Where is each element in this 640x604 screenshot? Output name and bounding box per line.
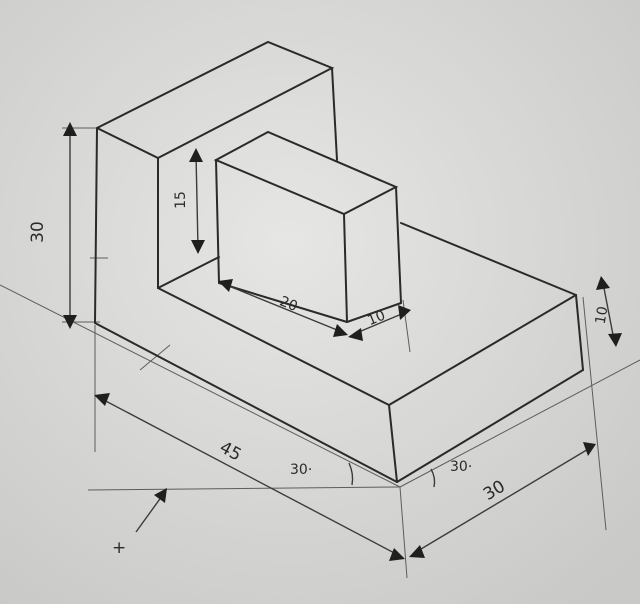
angle-label-right: 30· xyxy=(450,459,472,475)
dimension-block-length: 20 xyxy=(218,279,348,337)
base-top-back-edge xyxy=(400,222,577,296)
dimension-block-width: 10 xyxy=(348,305,411,341)
block-right-edge xyxy=(395,186,402,304)
base-top-left-edge xyxy=(157,287,390,406)
arrowhead xyxy=(191,240,205,254)
block-corner-edge xyxy=(343,213,348,323)
arrowhead xyxy=(608,333,622,347)
arrowhead xyxy=(63,122,77,136)
arrowhead xyxy=(389,548,405,561)
construction-line xyxy=(399,359,640,488)
dimension-label-block-width: 10 xyxy=(365,308,388,330)
dimension-base-thickness: 10 xyxy=(593,276,622,347)
arrowhead xyxy=(63,315,77,329)
arrowhead xyxy=(189,148,203,162)
arrowhead xyxy=(218,279,233,292)
angle-marks: 30· 30· xyxy=(290,459,472,488)
block-bottom-edge xyxy=(218,282,348,323)
arrowhead xyxy=(409,545,425,558)
arrowhead xyxy=(94,393,110,406)
block-bottom-right-edge xyxy=(346,302,402,323)
dimension-upright-width: 15 xyxy=(173,148,205,254)
arrowhead xyxy=(154,488,167,503)
dimension-line xyxy=(99,397,401,557)
object-outline xyxy=(94,40,584,483)
origin-arrow-shaft xyxy=(135,495,163,533)
angle-arc-right xyxy=(430,468,436,488)
base-front-vertical-edge xyxy=(388,404,398,483)
dimension-line xyxy=(195,153,199,249)
dimension-label-base-thickness: 10 xyxy=(593,305,612,325)
base-bottom-left-edge xyxy=(94,322,398,483)
dimension-overall-height: 30 xyxy=(28,122,77,329)
base-top-right-edge xyxy=(388,294,577,406)
base-bottom-right-edge xyxy=(396,369,584,483)
arrowhead xyxy=(596,276,610,290)
dimension-line xyxy=(223,283,343,333)
dimension-label-upright-width: 15 xyxy=(173,191,189,209)
angle-label-left: 30· xyxy=(290,462,312,478)
upright-back-edge xyxy=(331,67,338,161)
construction-line xyxy=(87,486,401,491)
construction-line xyxy=(399,486,408,579)
dimension-line xyxy=(353,312,405,335)
construction-line xyxy=(582,296,607,531)
dimension-label-overall-height: 30 xyxy=(28,221,48,243)
arrowhead xyxy=(583,442,596,456)
dimension-line xyxy=(602,282,615,341)
arrowhead xyxy=(333,324,348,337)
origin-mark-label: + xyxy=(112,538,126,558)
dimension-line xyxy=(415,447,591,553)
arrowhead xyxy=(348,328,363,341)
construction-line xyxy=(139,344,171,371)
upright-step-edge xyxy=(157,256,220,289)
dimension-label-block-length: 20 xyxy=(277,294,300,316)
arrowhead xyxy=(398,305,411,320)
angle-arc-left xyxy=(348,462,354,486)
base-right-vertical-edge xyxy=(575,294,584,371)
origin-marker: + xyxy=(112,488,167,558)
block-front-edge xyxy=(215,159,220,284)
upright-left-edge xyxy=(94,127,98,324)
